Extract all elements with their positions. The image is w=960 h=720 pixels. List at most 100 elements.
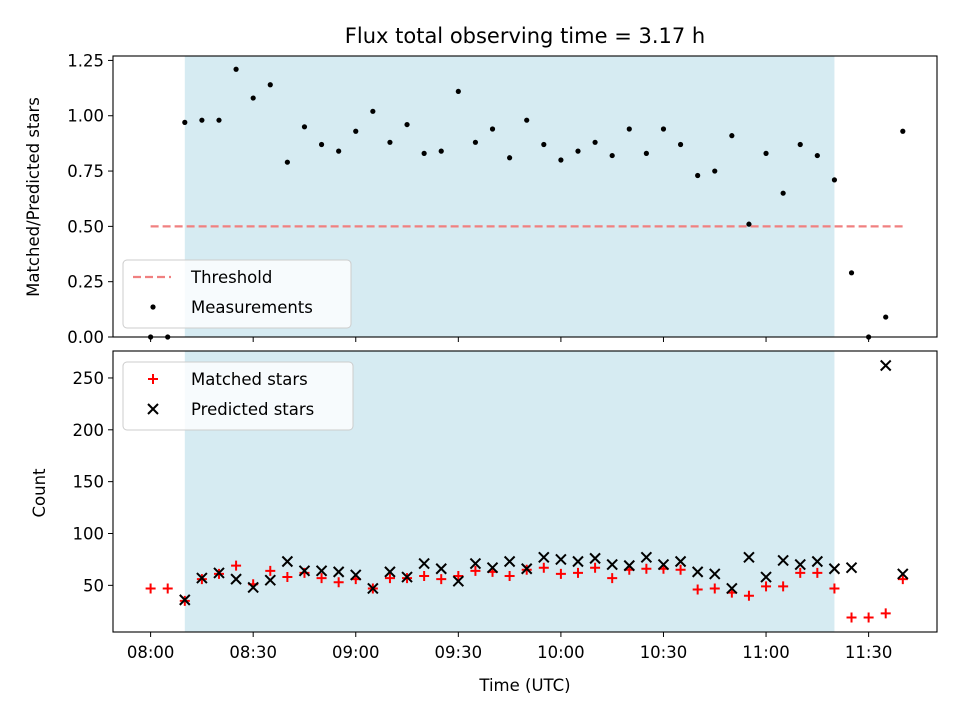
data-point xyxy=(524,117,530,123)
x-tick-label: 10:00 xyxy=(537,643,585,662)
top-y-axis-label: Matched/Predicted stars xyxy=(24,97,43,297)
data-point xyxy=(182,119,188,125)
data-point xyxy=(470,565,481,576)
data-point xyxy=(575,148,581,154)
data-point xyxy=(336,148,342,154)
data-point xyxy=(709,568,721,580)
data-point xyxy=(267,82,273,88)
data-point xyxy=(179,594,191,606)
data-point xyxy=(264,574,276,586)
data-point xyxy=(763,150,769,156)
legend-label: Measurements xyxy=(191,298,313,317)
data-point xyxy=(281,555,294,568)
data-point xyxy=(333,577,344,588)
data-point xyxy=(675,564,686,575)
y-tick-label: 1.25 xyxy=(67,51,104,70)
data-point xyxy=(828,563,841,575)
data-point xyxy=(797,141,803,148)
data-point xyxy=(572,567,583,578)
data-point xyxy=(660,126,667,132)
y-tick-label: 0.25 xyxy=(67,273,104,292)
legend-predicted-swatch xyxy=(147,403,159,415)
data-point xyxy=(846,612,857,623)
data-point xyxy=(370,108,376,114)
data-point xyxy=(436,574,447,585)
data-point xyxy=(282,572,293,583)
data-point xyxy=(743,590,754,601)
x-tick-label: 11:30 xyxy=(845,643,893,662)
data-point xyxy=(350,569,362,581)
data-point xyxy=(387,139,393,145)
data-point xyxy=(199,117,205,123)
plot-frame xyxy=(112,55,938,338)
data-point xyxy=(880,359,892,372)
data-point xyxy=(845,562,858,574)
data-point xyxy=(486,562,499,574)
data-point xyxy=(760,571,772,583)
data-point xyxy=(507,155,513,161)
data-point xyxy=(590,562,601,573)
y-tick-label: 0.75 xyxy=(67,162,104,181)
data-point xyxy=(233,66,239,72)
data-point xyxy=(145,583,156,594)
data-point xyxy=(677,141,684,148)
data-point xyxy=(695,172,701,179)
data-point xyxy=(814,152,820,159)
data-point xyxy=(435,563,447,575)
data-point xyxy=(162,583,173,594)
data-point xyxy=(831,177,838,183)
data-point xyxy=(674,555,687,568)
x-axis-label: Time (UTC) xyxy=(478,676,570,695)
data-point xyxy=(503,555,516,568)
x-tick-label: 11:00 xyxy=(742,643,790,662)
data-point xyxy=(298,565,311,577)
data-point xyxy=(555,568,566,579)
data-point xyxy=(419,571,430,582)
data-point xyxy=(761,581,772,592)
y-tick-label: 1.00 xyxy=(67,107,104,126)
data-point xyxy=(555,553,567,566)
data-point xyxy=(572,555,584,568)
data-point xyxy=(538,551,550,564)
data-point xyxy=(641,563,652,574)
data-point xyxy=(438,148,444,154)
data-point xyxy=(401,571,413,583)
y-tick-label: 200 xyxy=(73,421,105,440)
bottom-y-axis-label: Count xyxy=(30,468,49,518)
count-panel: 50 100 150 200 250 08:00 08:30 09:00 09:30 10:00 1… xyxy=(73,350,938,662)
data-point xyxy=(504,571,515,582)
data-point xyxy=(691,566,704,578)
data-point xyxy=(250,95,256,101)
data-point xyxy=(626,126,632,132)
data-point xyxy=(623,559,635,572)
data-point xyxy=(558,157,564,163)
data-point xyxy=(863,612,874,623)
legend-label: Matched stars xyxy=(191,370,308,389)
data-point xyxy=(897,574,908,585)
data-point xyxy=(301,124,308,130)
data-point xyxy=(643,150,649,156)
data-point xyxy=(452,575,465,587)
data-point xyxy=(541,141,547,148)
plot-frame xyxy=(112,350,938,633)
data-point xyxy=(777,554,789,567)
data-point xyxy=(315,565,328,577)
data-point xyxy=(880,608,891,619)
data-point xyxy=(592,139,598,145)
data-point xyxy=(469,557,482,570)
data-point xyxy=(538,562,549,573)
data-point xyxy=(606,558,618,571)
legend-matched-swatch xyxy=(148,374,158,384)
x-tick-label: 09:00 xyxy=(332,643,380,662)
data-point xyxy=(231,560,242,571)
y-tick-label: 0.50 xyxy=(67,217,104,236)
legend-label: Threshold xyxy=(190,268,272,287)
data-point xyxy=(657,558,670,571)
data-point xyxy=(384,566,396,578)
data-point xyxy=(216,117,222,123)
x-tick-label: 10:30 xyxy=(640,643,688,662)
legend-label: Predicted stars xyxy=(191,400,314,419)
data-point xyxy=(795,567,806,578)
data-point xyxy=(213,567,225,579)
